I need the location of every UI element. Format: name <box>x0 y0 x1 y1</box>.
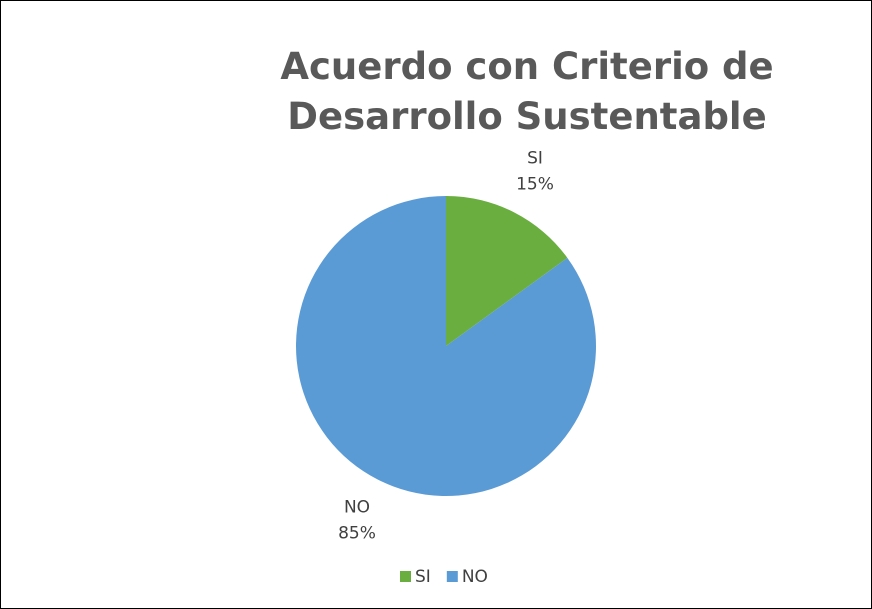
chart-title: Acuerdo con Criterio de Desarrollo Suste… <box>280 45 774 138</box>
data-label-name: SI <box>527 148 543 168</box>
pie-slice <box>446 196 568 346</box>
data-label-value: 85% <box>338 524 376 544</box>
legend-label: SI <box>415 567 431 587</box>
legend-label: NO <box>462 567 488 587</box>
pie-slice <box>296 196 596 497</box>
legend-swatch <box>446 571 458 582</box>
data-label-value: 15% <box>516 174 554 194</box>
data-label-name: NO <box>344 498 370 518</box>
legend-swatch <box>400 571 411 582</box>
